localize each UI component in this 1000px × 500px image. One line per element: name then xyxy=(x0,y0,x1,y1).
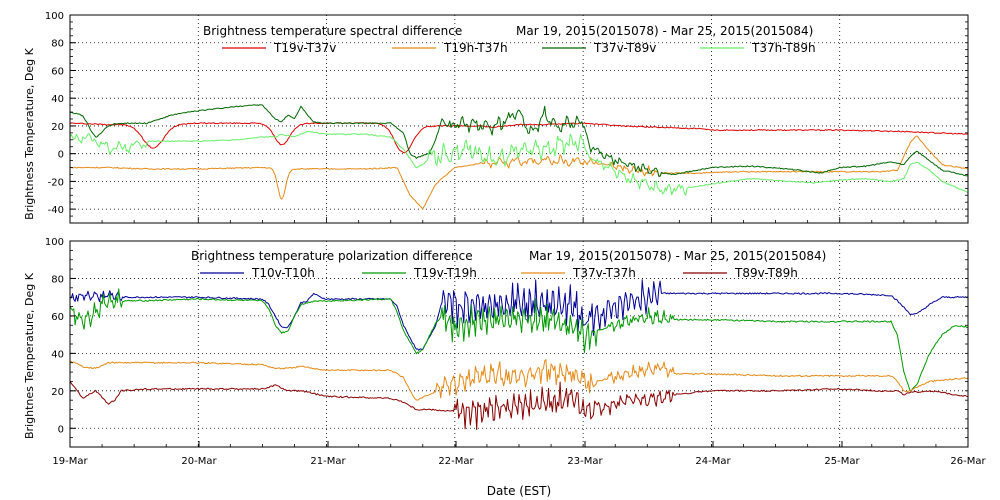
y-tick-label: 40 xyxy=(51,349,64,360)
x-tick-label: 24-Mar xyxy=(695,456,731,467)
legend-label: T89v-T89h xyxy=(734,266,798,280)
y-tick-label: 100 xyxy=(45,237,64,248)
date-range: Mar 19, 2015(2015078) - Mar 25, 2015(201… xyxy=(529,249,826,263)
y-axis-ticks: 0 20 40 60 80 100 xyxy=(45,237,968,448)
legend-label: T19h-T37h xyxy=(443,41,508,55)
series-line-T89v-T89h xyxy=(69,380,969,430)
legend: T19v-T37v T19h-T37h T37v-T89v T37h-T89h xyxy=(222,41,816,55)
y-axis-label: Brightness Temperature, Deg K xyxy=(23,47,36,219)
y-tick-label: 40 xyxy=(51,94,64,105)
series-line-T37v-T37h xyxy=(69,359,969,401)
x-tick-label: 26-Mar xyxy=(950,456,986,467)
y-tick-label: 60 xyxy=(51,312,64,323)
x-axis-label: Date (EST) xyxy=(487,484,551,498)
series-lines xyxy=(69,104,969,210)
legend-label: T37v-T89v xyxy=(593,41,656,55)
y-tick-label: 20 xyxy=(51,122,64,133)
y-axis-label: Brightnes Temperature, Deg K xyxy=(23,272,36,439)
legend-label: T19v-T37v xyxy=(273,41,336,55)
series-line-T19v-T37v xyxy=(69,122,969,154)
chart-title: Brightness temperature spectral differen… xyxy=(203,24,462,38)
y-axis-ticks: -40 -20 0 20 40 60 80 100 xyxy=(45,11,968,224)
legend-label: T10v-T10h xyxy=(251,266,315,280)
x-tick-label: 23-Mar xyxy=(567,456,603,467)
y-tick-label: 80 xyxy=(51,274,64,285)
series-line-T19v-T19h xyxy=(69,288,969,392)
date-range: Mar 19, 2015(2015078) - Mar 25, 2015(201… xyxy=(516,24,813,38)
series-line-T37h-T89h xyxy=(69,131,969,196)
y-tick-label: 0 xyxy=(58,424,64,435)
y-tick-label: 0 xyxy=(58,150,64,161)
y-tick-label: 80 xyxy=(51,39,64,50)
series-lines xyxy=(69,279,969,430)
x-tick-label: 20-Mar xyxy=(181,456,217,467)
legend-label: T37h-T89h xyxy=(751,41,816,55)
y-tick-label: 100 xyxy=(45,11,64,22)
legend-label: T19v-T19h xyxy=(413,266,477,280)
legend: T10v-T10h T19v-T19h T37v-T37h T89v-T89h xyxy=(200,266,798,280)
y-tick-label: -40 xyxy=(48,205,64,216)
grid-lines xyxy=(70,15,968,223)
y-tick-label: -20 xyxy=(48,177,64,188)
x-tick-label: 22-Mar xyxy=(438,456,474,467)
y-tick-label: 60 xyxy=(51,66,64,77)
x-tick-label: 21-Mar xyxy=(310,456,346,467)
legend-label: T37v-T37h xyxy=(572,266,636,280)
panel-polarization-difference: 0 20 40 60 80 100 19-Mar 20-Mar 21-Mar 22-Mar 23-… xyxy=(23,237,986,498)
panel-spectral-difference: -40 -20 0 20 40 60 80 100 Brightness Temperatur… xyxy=(23,11,969,224)
x-axis-ticks: 19-Mar 20-Mar 21-Mar 22-Mar 23-Mar 24-Mar 25-M… xyxy=(52,441,986,467)
series-line-T37v-T89v xyxy=(69,104,968,177)
series-line-T10v-T10h xyxy=(69,279,969,351)
y-tick-label: 20 xyxy=(51,387,64,398)
x-tick-label: 25-Mar xyxy=(824,456,860,467)
chart-title: Brightness temperature polarization diff… xyxy=(191,249,473,263)
series-line-T19h-T37h xyxy=(70,135,969,210)
x-tick-label: 19-Mar xyxy=(52,456,88,467)
